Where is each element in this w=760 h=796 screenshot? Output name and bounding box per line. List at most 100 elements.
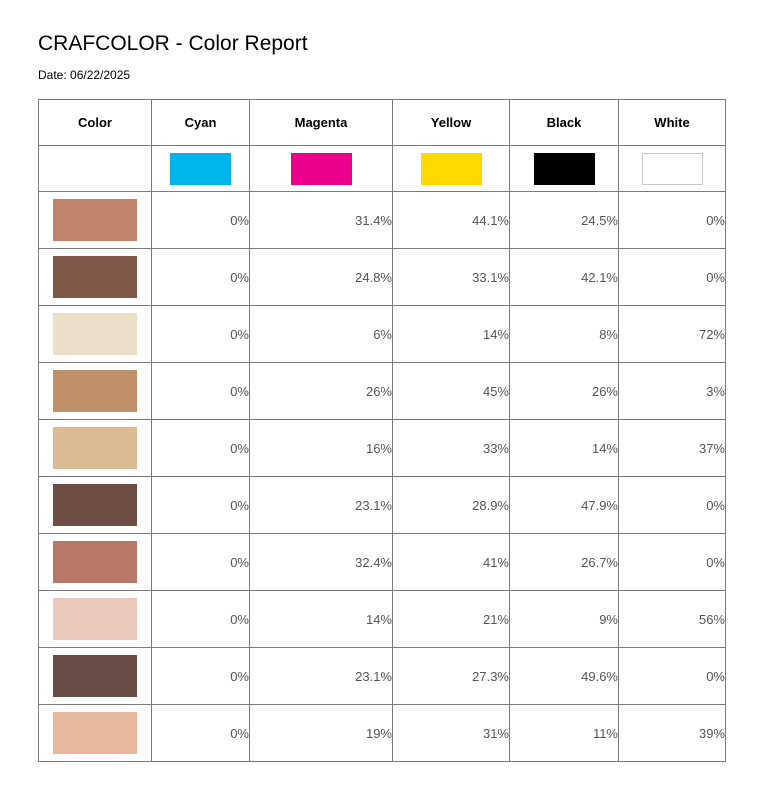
- color-swatch: [53, 313, 137, 355]
- color-swatch-cell: [38, 533, 152, 591]
- color-swatch-cell: [38, 305, 152, 363]
- table-row: 0% 19% 31% 11% 39%: [38, 704, 726, 762]
- table-row: 0% 14% 21% 9% 56%: [38, 590, 726, 648]
- black-value: 26.7%: [509, 533, 619, 591]
- cyan-value: 0%: [151, 191, 250, 249]
- column-header-white: White: [618, 99, 726, 146]
- color-swatch: [53, 199, 137, 241]
- yellow-value: 33%: [392, 419, 510, 477]
- cyan-value: 0%: [151, 362, 250, 420]
- cyan-value: 0%: [151, 419, 250, 477]
- white-value: 72%: [618, 305, 726, 363]
- black-value: 49.6%: [509, 647, 619, 705]
- report-date: Date: 06/22/2025: [38, 68, 131, 82]
- yellow-value: 14%: [392, 305, 510, 363]
- cyan-value: 0%: [151, 533, 250, 591]
- column-header-color: Color: [38, 99, 152, 146]
- color-swatch: [53, 598, 137, 640]
- cyan-ink-swatch: [170, 152, 231, 185]
- cyan-value: 0%: [151, 647, 250, 705]
- white-value: 0%: [618, 191, 726, 249]
- ink-cell-white: [618, 145, 726, 192]
- white-value: 39%: [618, 704, 726, 762]
- magenta-ink-swatch: [290, 152, 352, 185]
- color-swatch: [53, 256, 137, 298]
- magenta-value: 16%: [249, 419, 393, 477]
- color-swatch: [53, 427, 137, 469]
- yellow-value: 33.1%: [392, 248, 510, 306]
- black-value: 11%: [509, 704, 619, 762]
- cyan-value: 0%: [151, 704, 250, 762]
- yellow-value: 41%: [392, 533, 510, 591]
- report-title: CRAFCOLOR - Color Report: [38, 32, 308, 55]
- table-row: 0% 16% 33% 14% 37%: [38, 419, 726, 477]
- yellow-ink-swatch: [420, 152, 482, 185]
- magenta-value: 32.4%: [249, 533, 393, 591]
- color-swatch-cell: [38, 419, 152, 477]
- yellow-value: 27.3%: [392, 647, 510, 705]
- magenta-value: 24.8%: [249, 248, 393, 306]
- ink-cell-cyan: [151, 145, 250, 192]
- column-header-black: Black: [509, 99, 619, 146]
- table-row: 0% 6% 14% 8% 72%: [38, 305, 726, 363]
- color-swatch-cell: [38, 647, 152, 705]
- magenta-value: 23.1%: [249, 647, 393, 705]
- magenta-value: 31.4%: [249, 191, 393, 249]
- magenta-value: 23.1%: [249, 476, 393, 534]
- header-row: Color Cyan Magenta Yellow Black White: [38, 99, 726, 146]
- ink-row-blank-cell: [38, 145, 152, 192]
- column-header-cyan: Cyan: [151, 99, 250, 146]
- table-row: 0% 31.4% 44.1% 24.5% 0%: [38, 191, 726, 249]
- color-report-table: Color Cyan Magenta Yellow Black White 0%…: [38, 99, 726, 762]
- magenta-value: 19%: [249, 704, 393, 762]
- color-swatch-cell: [38, 476, 152, 534]
- table-row: 0% 23.1% 27.3% 49.6% 0%: [38, 647, 726, 705]
- ink-cell-yellow: [392, 145, 510, 192]
- white-value: 37%: [618, 419, 726, 477]
- color-swatch: [53, 484, 137, 526]
- yellow-value: 31%: [392, 704, 510, 762]
- color-swatch-cell: [38, 248, 152, 306]
- color-swatch: [53, 370, 137, 412]
- black-value: 14%: [509, 419, 619, 477]
- white-value: 56%: [618, 590, 726, 648]
- table-row: 0% 24.8% 33.1% 42.1% 0%: [38, 248, 726, 306]
- black-value: 8%: [509, 305, 619, 363]
- color-swatch-cell: [38, 704, 152, 762]
- color-swatch: [53, 655, 137, 697]
- ink-swatch-row: [38, 145, 726, 192]
- magenta-value: 14%: [249, 590, 393, 648]
- table-row: 0% 32.4% 41% 26.7% 0%: [38, 533, 726, 591]
- magenta-value: 26%: [249, 362, 393, 420]
- cyan-value: 0%: [151, 248, 250, 306]
- yellow-value: 28.9%: [392, 476, 510, 534]
- cyan-value: 0%: [151, 476, 250, 534]
- white-ink-swatch: [641, 152, 703, 185]
- color-swatch-cell: [38, 191, 152, 249]
- white-value: 0%: [618, 248, 726, 306]
- white-value: 0%: [618, 533, 726, 591]
- color-swatch-cell: [38, 590, 152, 648]
- magenta-value: 6%: [249, 305, 393, 363]
- black-value: 24.5%: [509, 191, 619, 249]
- black-ink-swatch: [533, 152, 595, 185]
- ink-cell-magenta: [249, 145, 393, 192]
- black-value: 42.1%: [509, 248, 619, 306]
- column-header-yellow: Yellow: [392, 99, 510, 146]
- color-swatch: [53, 541, 137, 583]
- color-swatch: [53, 712, 137, 754]
- table-row: 0% 26% 45% 26% 3%: [38, 362, 726, 420]
- black-value: 26%: [509, 362, 619, 420]
- cyan-value: 0%: [151, 590, 250, 648]
- table-row: 0% 23.1% 28.9% 47.9% 0%: [38, 476, 726, 534]
- yellow-value: 45%: [392, 362, 510, 420]
- yellow-value: 21%: [392, 590, 510, 648]
- white-value: 3%: [618, 362, 726, 420]
- black-value: 47.9%: [509, 476, 619, 534]
- cyan-value: 0%: [151, 305, 250, 363]
- white-value: 0%: [618, 647, 726, 705]
- black-value: 9%: [509, 590, 619, 648]
- column-header-magenta: Magenta: [249, 99, 393, 146]
- ink-cell-black: [509, 145, 619, 192]
- yellow-value: 44.1%: [392, 191, 510, 249]
